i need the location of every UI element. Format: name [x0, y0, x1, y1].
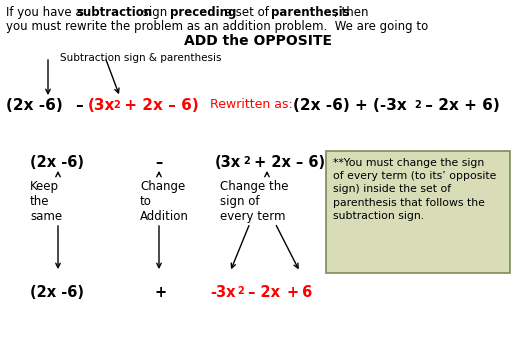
Text: 2: 2 [243, 156, 250, 166]
Text: –: – [75, 98, 83, 113]
Text: If you have a: If you have a [6, 6, 86, 19]
FancyBboxPatch shape [326, 151, 510, 273]
Text: +: + [287, 285, 299, 300]
Text: ADD the OPPOSITE: ADD the OPPOSITE [185, 34, 332, 48]
Text: subtraction: subtraction [77, 6, 153, 19]
Text: – 2x + 6): – 2x + 6) [420, 98, 500, 113]
Text: you must rewrite the problem as an addition problem.  We are going to: you must rewrite the problem as an addit… [6, 20, 428, 33]
Text: (3x: (3x [88, 98, 115, 113]
Text: –: – [155, 155, 162, 170]
Text: + 2x – 6): + 2x – 6) [249, 155, 325, 170]
Text: Change
to
Addition: Change to Addition [140, 180, 189, 223]
Text: -3x: -3x [210, 285, 236, 300]
Text: +: + [155, 285, 167, 300]
Text: preceding: preceding [170, 6, 236, 19]
Text: sign: sign [140, 6, 172, 19]
Text: 2: 2 [237, 286, 244, 296]
Text: Rewritten as:: Rewritten as: [210, 98, 293, 111]
Text: (2x -6): (2x -6) [30, 155, 84, 170]
Text: , then: , then [334, 6, 369, 19]
Text: + 2x – 6): + 2x – 6) [119, 98, 199, 113]
Text: **You must change the sign
of every term (to its’ opposite
sign) inside the set : **You must change the sign of every term… [333, 158, 496, 221]
Text: 2: 2 [113, 100, 120, 110]
Text: – 2x: – 2x [243, 285, 285, 300]
Text: Change the
sign of
every term: Change the sign of every term [220, 180, 288, 223]
Text: Keep
the
same: Keep the same [30, 180, 62, 223]
Text: (2x -6): (2x -6) [6, 98, 68, 113]
Text: (2x -6): (2x -6) [30, 285, 84, 300]
Text: 6: 6 [297, 285, 312, 300]
Text: a set of: a set of [221, 6, 272, 19]
Text: 2: 2 [414, 100, 421, 110]
Text: Subtraction sign & parenthesis: Subtraction sign & parenthesis [60, 53, 221, 63]
Text: (3x: (3x [215, 155, 241, 170]
Text: parenthesis: parenthesis [271, 6, 350, 19]
Text: (2x -6) + (-3x: (2x -6) + (-3x [293, 98, 407, 113]
